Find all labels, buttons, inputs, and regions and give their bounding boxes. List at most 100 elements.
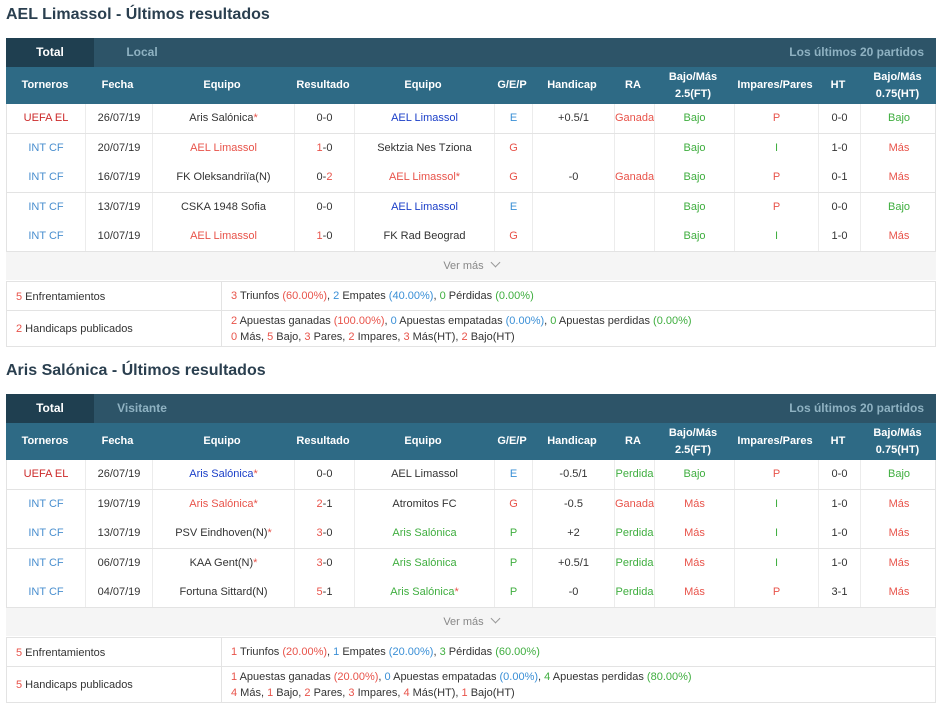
team-name: CSKA 1948 Sofia (180, 200, 266, 213)
col-header-ou-ht: Bajo/Más 0.75(HT) (873, 426, 922, 456)
cell-team-away[interactable]: FK Rad Beograd (354, 222, 494, 252)
separator: , (378, 671, 385, 683)
cell-fecha: 10/07/19 (85, 222, 152, 252)
ver-mas-button[interactable]: Ver más (6, 608, 936, 636)
cell-torneo[interactable]: INT CF (7, 134, 85, 163)
cell-torneo[interactable]: UEFA EL (7, 460, 85, 489)
ht-score: 1-0 (831, 230, 848, 243)
col-header-resultado: Resultado (296, 79, 350, 91)
match-date: 06/07/19 (97, 556, 141, 569)
ra-result: Perdida (615, 468, 654, 480)
enfrentamientos-count: 5 (16, 290, 23, 303)
cell-team-home[interactable]: Aris Salónica* (152, 460, 294, 489)
ou-ht-value: Más (888, 556, 910, 569)
odd-even-value: I (774, 230, 779, 243)
cell-team-home[interactable]: Aris Salónica* (152, 489, 294, 519)
tab-bar: Total Visitante Los últimos 20 partidos (6, 394, 936, 423)
cell-team-home[interactable]: KAA Gent(N)* (152, 548, 294, 578)
score-away: 0 (326, 527, 333, 540)
match-date: 13/07/19 (97, 527, 141, 540)
cell-team-away[interactable]: Aris Salónica* (354, 578, 494, 608)
cell-ra: Perdida (614, 460, 654, 489)
cell-team-home[interactable]: Aris Salónica* (152, 104, 294, 133)
table-row: INT CF 19/07/19 Aris Salónica* 2-1 Atromitos… (6, 489, 936, 520)
cell-team-home[interactable]: FK Oleksandriïa(N) (152, 163, 294, 193)
score-away: 0 (326, 141, 333, 154)
cell-torneo[interactable]: INT CF (7, 519, 85, 548)
cell-handicap: -0.5/1 (532, 460, 614, 489)
league-name: INT CF (28, 497, 64, 510)
cell-torneo[interactable]: INT CF (7, 163, 85, 192)
cell-team-away[interactable]: AEL Limassol (354, 104, 494, 133)
totals-line: 4 Más, 1 Bajo, 2 Pares, 3 Impares, 4 Más… (231, 685, 935, 701)
cell-odd-even: I (734, 133, 818, 163)
cell-team-away[interactable]: Aris Salónica (354, 519, 494, 549)
ht-score: 0-0 (831, 112, 848, 124)
cell-team-away[interactable]: AEL Limassol (354, 460, 494, 489)
result-letter: E (509, 112, 518, 124)
apuestas-perdidas-pct: (0.00%) (653, 315, 692, 327)
bajo-ht-count: 1 (461, 687, 468, 699)
cell-handicap (532, 222, 614, 252)
cell-torneo[interactable]: INT CF (7, 490, 85, 519)
team-name: FK Oleksandriïa(N) (176, 171, 271, 184)
cell-ou-ht: Más (860, 548, 937, 578)
handicaps-stats: 1 Apuestas ganadas (20.00%), 0 Apuestas … (221, 667, 935, 703)
score-home: 5 (316, 586, 323, 599)
score-separator: - (322, 556, 327, 569)
cell-team-away[interactable]: Sektzia Nes Tziona (354, 133, 494, 163)
score-home: 3 (316, 556, 323, 569)
bajo-ht-count: 2 (461, 331, 468, 343)
wins-count: 1 (231, 646, 238, 658)
impares-count: 3 (348, 687, 355, 699)
team-name: AEL Limassol (190, 230, 257, 243)
tab-visitante[interactable]: Visitante (117, 401, 167, 415)
cell-team-home[interactable]: Fortuna Sittard(N) (152, 578, 294, 608)
last-20-matches-label: Los últimos 20 partidos (789, 45, 924, 59)
cell-team-home[interactable]: AEL Limassol (152, 133, 294, 163)
result-letter: G (509, 497, 518, 510)
tab-total[interactable]: Total (6, 38, 94, 67)
cell-team-home[interactable]: CSKA 1948 Sofia (152, 192, 294, 222)
tab-local[interactable]: Local (126, 45, 158, 59)
cell-ou-ht: Más (860, 519, 937, 549)
cell-team-away[interactable]: AEL Limassol (354, 192, 494, 222)
cell-team-away[interactable]: AEL Limassol* (354, 163, 494, 193)
cell-torneo[interactable]: INT CF (7, 549, 85, 578)
wins-count: 3 (231, 290, 238, 302)
match-date: 26/07/19 (97, 112, 141, 124)
col-header-torneos: Torneros (21, 79, 69, 91)
handicap-value: -0 (568, 586, 579, 599)
cell-torneo[interactable]: INT CF (7, 578, 85, 607)
cell-team-home[interactable]: AEL Limassol (152, 222, 294, 252)
col-header-ou-ft: Bajo/Más 2.5(FT) (668, 426, 718, 456)
cell-ht: 0-0 (818, 460, 860, 489)
odd-even-value: I (774, 556, 779, 569)
result-letter: E (509, 468, 518, 480)
handicaps-text: Handicaps publicados (22, 679, 133, 691)
team-name: PSV Eindhoven(N) (175, 527, 268, 540)
cell-odd-even: P (734, 460, 818, 489)
col-header-torneos: Torneros (21, 435, 69, 447)
cell-team-home[interactable]: PSV Eindhoven(N)* (152, 519, 294, 549)
ht-score: 1-0 (831, 527, 848, 540)
odd-even-value: I (774, 141, 779, 154)
cell-ra (614, 222, 654, 252)
ra-result: Ganada (615, 497, 655, 510)
ou-ht-value: Bajo (887, 468, 911, 480)
odd-even-value: I (774, 497, 779, 510)
cell-team-away[interactable]: Aris Salónica (354, 548, 494, 578)
tab-total[interactable]: Total (6, 394, 94, 423)
cell-gep: E (494, 460, 532, 489)
cell-torneo[interactable]: INT CF (7, 193, 85, 222)
cell-torneo[interactable]: UEFA EL (7, 104, 85, 133)
cell-gep: P (494, 519, 532, 549)
cell-handicap: -0 (532, 163, 614, 193)
cell-team-away[interactable]: Atromitos FC (354, 489, 494, 519)
ra-result: Ganada (615, 171, 655, 184)
mas-ht-count: 3 (403, 331, 410, 343)
cell-torneo[interactable]: INT CF (7, 222, 85, 251)
ht-score: 0-0 (831, 200, 848, 213)
ver-mas-button[interactable]: Ver más (6, 252, 936, 280)
table-row: INT CF 16/07/19 FK Oleksandriïa(N) 0-2 AEL L… (6, 163, 936, 194)
